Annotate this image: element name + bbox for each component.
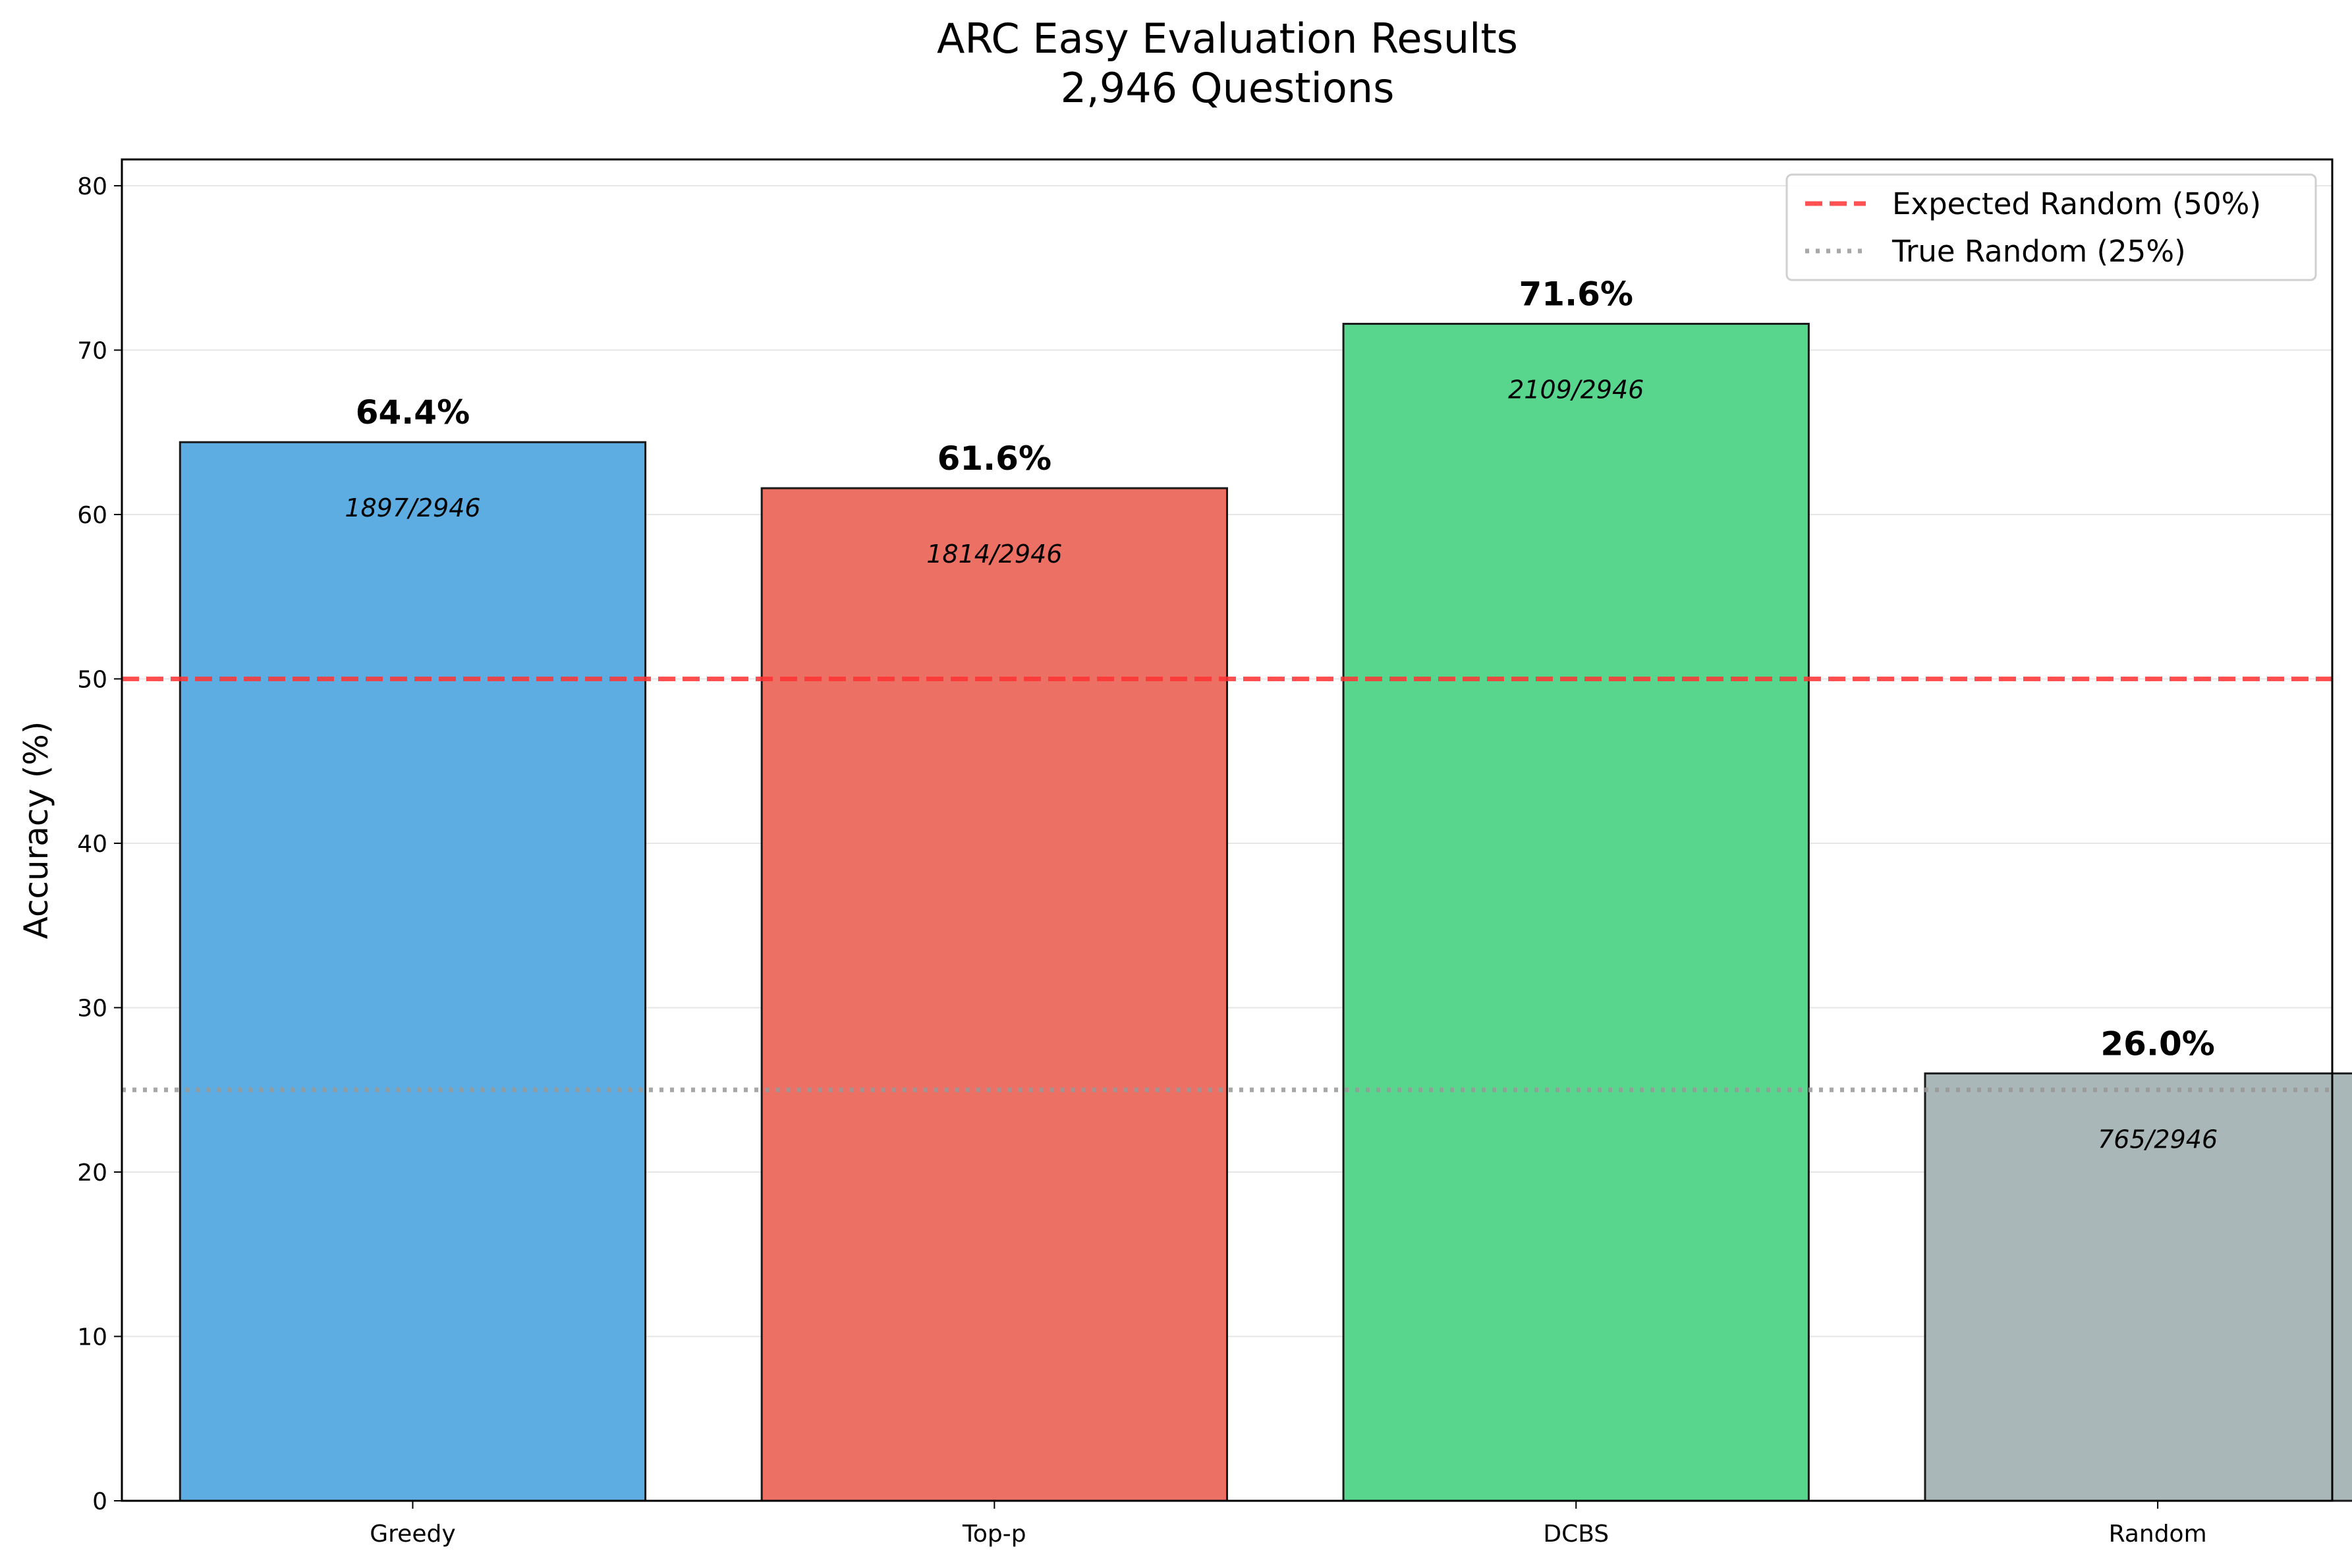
bar-count-label: 765/2946: [2098, 1125, 2218, 1154]
y-axis-label: Accuracy (%): [17, 721, 55, 939]
y-tick-label: 30: [77, 995, 107, 1022]
bars: [179, 323, 2352, 1502]
y-tick-label: 10: [77, 1324, 107, 1351]
chart-title: ARC Easy Evaluation Results: [937, 14, 1518, 63]
bar-value-label: 64.4%: [356, 393, 470, 432]
bar-value-label: 71.6%: [1519, 275, 1633, 314]
bar-count-label: 1897/2946: [345, 493, 480, 522]
bar-top-p: [760, 487, 1228, 1502]
y-tick-label: 40: [77, 831, 107, 858]
bar-value-label: 61.6%: [938, 439, 1051, 478]
legend-label: True Random (25%): [1891, 234, 2186, 269]
x-tick-label: Greedy: [370, 1521, 455, 1548]
bar-count-label: 1814/2946: [926, 540, 1062, 569]
bar-value-label: 26.0%: [2100, 1024, 2214, 1063]
y-tick-label: 0: [92, 1488, 107, 1515]
legend: Expected Random (50%) True Random (25%): [1785, 173, 2317, 281]
axes: 0 10 20 30 40 50 60 70 80 Greedy Top-p DCBS Random: [77, 158, 2334, 1548]
y-tick-label: 70: [77, 337, 107, 364]
y-tick-label: 60: [77, 502, 107, 529]
reference-lines: [122, 676, 2332, 1092]
x-tick-label: Top-p: [962, 1521, 1026, 1548]
bar-greedy: [179, 441, 647, 1502]
legend-label: Expected Random (50%): [1892, 186, 2261, 221]
bar-dcbs: [1342, 323, 1810, 1502]
bar-labels: 64.4% 1897/2946 61.6% 1814/2946 71.6% 2109/29…: [345, 275, 2218, 1154]
x-tick-label: DCBS: [1543, 1521, 1609, 1548]
y-tick-label: 80: [77, 173, 107, 200]
y-tick-label: 50: [77, 666, 107, 693]
plot-frame: [121, 158, 2334, 1502]
bar-count-label: 2109/2946: [1508, 376, 1644, 405]
legend-box: [1785, 173, 2317, 281]
y-tick-label: 20: [77, 1160, 107, 1187]
x-tick-label: Random: [2109, 1521, 2207, 1548]
chart-subtitle: 2,946 Questions: [1061, 64, 1395, 112]
